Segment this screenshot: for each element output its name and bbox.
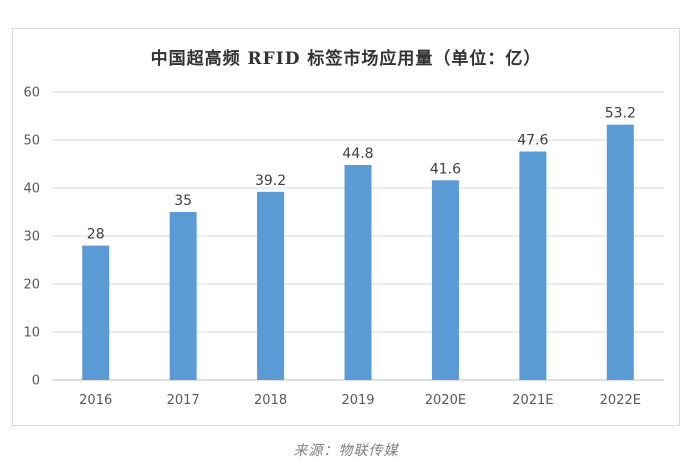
x-tick-label-2018: 2018 xyxy=(254,393,287,408)
x-tick-label-2019: 2019 xyxy=(341,393,374,408)
bar-2021E xyxy=(519,151,547,380)
x-tick-label-2017: 2017 xyxy=(167,393,200,408)
x-tick-label-2021E: 2021E xyxy=(512,393,553,408)
x-tick-label-2022E: 2022E xyxy=(600,393,641,408)
y-tick-label: 10 xyxy=(23,326,40,341)
y-tick-label: 60 xyxy=(23,86,40,101)
data-label-2021E: 47.6 xyxy=(517,133,548,149)
data-label-2019: 44.8 xyxy=(342,146,373,162)
data-label-2017: 35 xyxy=(174,193,192,209)
y-tick-label: 50 xyxy=(23,134,40,149)
data-labels: 28 35 39.2 44.8 41.6 47.6 53.2 xyxy=(87,106,636,243)
y-tick-label: 0 xyxy=(32,374,40,389)
data-label-2016: 28 xyxy=(87,227,105,243)
y-tick-label: 20 xyxy=(23,278,40,293)
y-tick-label: 40 xyxy=(23,182,40,197)
chart-title: 中国超高频 RFID 标签市场应用量（单位：亿） xyxy=(150,49,542,69)
bar-2016 xyxy=(82,245,110,380)
y-axis-ticks: 0 10 20 30 40 50 60 xyxy=(23,86,40,389)
source-note: 来源：物联传媒 xyxy=(293,443,399,459)
data-label-2018: 39.2 xyxy=(255,173,286,189)
bar-2020E xyxy=(431,180,459,380)
bar-2019 xyxy=(344,164,372,380)
y-tick-label: 30 xyxy=(23,230,40,245)
x-tick-label-2020E: 2020E xyxy=(425,393,466,408)
bar-2022E xyxy=(606,124,634,380)
bar-2017 xyxy=(169,212,197,380)
x-tick-label-2016: 2016 xyxy=(79,393,112,408)
bars xyxy=(82,124,634,380)
data-label-2022E: 53.2 xyxy=(605,106,636,122)
data-label-2020E: 41.6 xyxy=(430,161,461,177)
x-axis-ticks: 2016 2017 2018 2019 2020E 2021E 2022E xyxy=(79,393,641,408)
bar-2018 xyxy=(257,191,285,380)
